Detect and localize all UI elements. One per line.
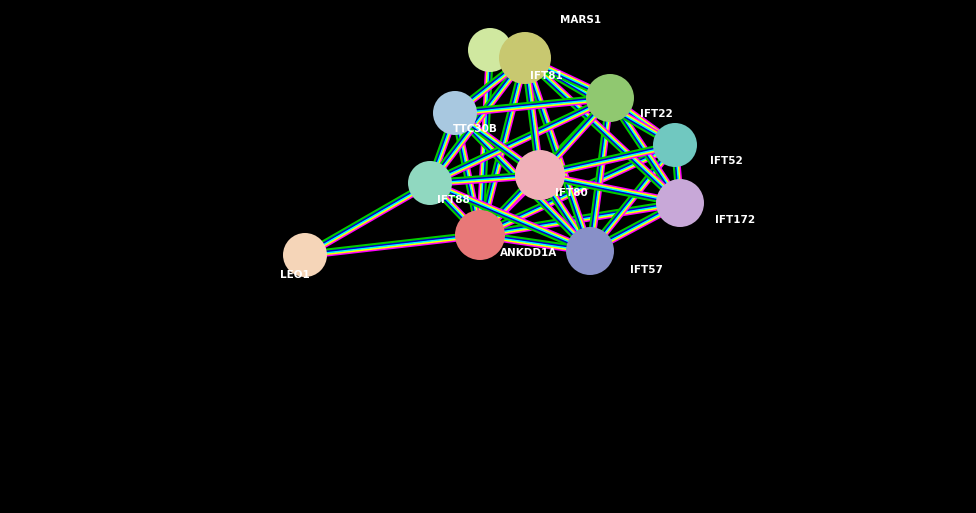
- Text: IFT172: IFT172: [715, 215, 755, 225]
- Circle shape: [408, 161, 452, 205]
- Text: IFT88: IFT88: [437, 195, 469, 205]
- Circle shape: [433, 91, 477, 135]
- Circle shape: [515, 150, 565, 200]
- Text: IFT52: IFT52: [710, 156, 743, 166]
- Circle shape: [499, 32, 551, 84]
- Circle shape: [283, 233, 327, 277]
- Circle shape: [468, 28, 512, 72]
- Text: IFT81: IFT81: [530, 71, 563, 81]
- Text: TTC30B: TTC30B: [453, 124, 498, 134]
- Text: ANKDD1A: ANKDD1A: [500, 248, 557, 258]
- Text: IFT57: IFT57: [630, 265, 663, 275]
- Circle shape: [653, 123, 697, 167]
- Text: MARS1: MARS1: [560, 15, 601, 25]
- Text: LEO1: LEO1: [280, 270, 309, 280]
- Circle shape: [586, 74, 634, 122]
- Circle shape: [566, 227, 614, 275]
- Text: IFT80: IFT80: [555, 188, 588, 198]
- Circle shape: [455, 210, 505, 260]
- Text: IFT22: IFT22: [640, 109, 672, 119]
- Circle shape: [656, 179, 704, 227]
